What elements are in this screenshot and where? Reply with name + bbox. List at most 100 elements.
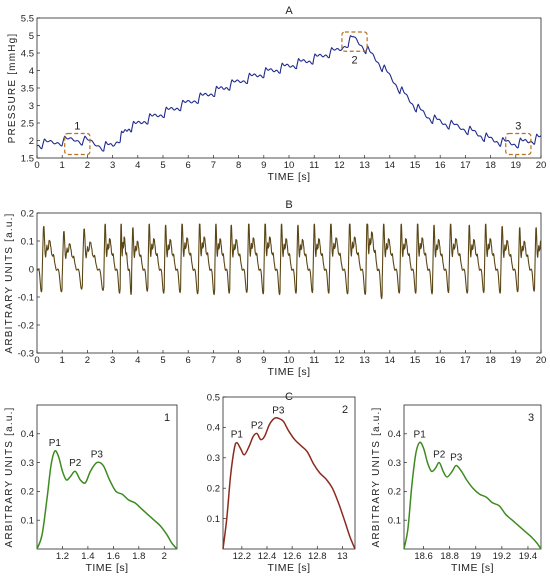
panel-b-x-tick-label: 17 xyxy=(460,355,471,366)
panel-c1-y-tick-label: 0.3 xyxy=(21,458,34,469)
panel-c1-x-tick-label: 1.4 xyxy=(81,551,94,562)
panel-c3-y-axis-label: ARBITRARY UNITS [a.u.] xyxy=(371,406,382,547)
panel-c2-plot: 12.2 12.4 12.6 12.8 13 0.1 0.2 0.3 0.4 0.5 TIME [s… xyxy=(207,392,356,574)
region-box-3 xyxy=(505,132,532,156)
panel-c3-x-tick-label: 19.2 xyxy=(493,551,512,562)
panel-a-x-axis-label: TIME [s] xyxy=(267,171,310,183)
panel-b-x-tick-label: 20 xyxy=(536,355,547,366)
panel-c3-plot: 18.6 18.8 19 19.2 19.4 0.1 0.2 0.3 0.4 TIME [s] AR… xyxy=(371,404,542,574)
panel-a-x-tick-label: 11 xyxy=(309,160,319,171)
panel-b-x-tick-label: 18 xyxy=(485,355,496,366)
panel-b: B 0 1 2 3 4 5 6 7 8 9 10 11 12 13 14 15 16 17 18 19 20-0.3-0… xyxy=(4,199,546,378)
panel-c1-peak-label-p3: P3 xyxy=(91,450,104,461)
panel-c1-y-tick-label: 0.4 xyxy=(21,429,34,440)
panel-a-y-tick-label: 5.5 xyxy=(21,13,34,24)
panel-b-x-tick-label: 6 xyxy=(186,355,191,366)
panel-c3-y-tick-label: 0.3 xyxy=(388,458,401,469)
panel-b-x-tick-label: 12 xyxy=(334,355,345,366)
panel-c2-y-tick-label: 0.4 xyxy=(207,423,220,434)
panel-b-y-axis-label: ARBITRARY UNITS [a.u.] xyxy=(4,212,15,353)
panel-c1-x-tick-label: 2 xyxy=(162,551,167,562)
panel-b-x-tick-label: 11 xyxy=(309,355,319,366)
panel-a-x-tick-label: 2 xyxy=(85,160,90,171)
panel-c2-x-tick-label: 13 xyxy=(337,551,348,562)
panel-b-title: B xyxy=(285,199,292,211)
panel-c2-peak-label-p1: P1 xyxy=(231,430,244,441)
panel-a-y-tick-label: 3.5 xyxy=(21,83,34,94)
panel-a-x-tick-label: 9 xyxy=(261,160,266,171)
panel-a-x-tick-label: 8 xyxy=(236,160,241,171)
panel-c1-x-tick-label: 1.2 xyxy=(56,551,69,562)
panel-b-x-tick-label: 9 xyxy=(261,355,266,366)
panel-b-x-tick-label: 19 xyxy=(511,355,522,366)
panel-b-y-tick-label: -0.3 xyxy=(18,348,34,359)
panel-c2-x-axis-label: TIME [s] xyxy=(267,562,310,574)
panel-b-plot: 0 1 2 3 4 5 6 7 8 9 10 11 12 13 14 15 16 17 18 19 20-0.3-0.2… xyxy=(4,208,546,378)
panel-a-x-tick-label: 5 xyxy=(160,160,165,171)
panel-c2-region-label: 2 xyxy=(342,404,348,416)
panel-a-x-tick-label: 14 xyxy=(385,160,396,171)
panel-a-axes-frame xyxy=(36,17,542,159)
panel-a-y-tick-label: 1.5 xyxy=(21,153,34,164)
panel-a-x-tick-label: 19 xyxy=(511,160,522,171)
panel-b-x-tick-label: 10 xyxy=(284,355,295,366)
region-label-1: 1 xyxy=(74,121,80,133)
panel-a-y-tick-label: 2.5 xyxy=(21,118,34,129)
panel-c2-peak-label-p3: P3 xyxy=(272,405,285,416)
panel-b-x-tick-label: 5 xyxy=(160,355,165,366)
panel-c3-peak-label-p1: P1 xyxy=(414,429,427,440)
panel-b-x-tick-label: 1 xyxy=(60,355,65,366)
panel-c2-waveform-line xyxy=(222,416,356,550)
panel-c3-x-tick-label: 18.6 xyxy=(414,551,433,562)
region-label-2: 2 xyxy=(351,54,357,66)
panel-a-y-tick-label: 5 xyxy=(29,31,34,42)
region-label-3: 3 xyxy=(515,121,521,133)
panel-b-x-tick-label: 16 xyxy=(435,355,446,366)
panel-b-y-tick-label: -0.1 xyxy=(18,292,34,303)
panel-c3-x-tick-label: 19 xyxy=(470,551,481,562)
panel-a-y-axis-label: PRESSURE [mmHg] xyxy=(7,33,18,144)
panel-a-y-tick-label: 2 xyxy=(29,136,34,147)
panel-c1-peak-label-p1: P1 xyxy=(49,438,62,449)
panel-b-x-tick-label: 4 xyxy=(135,355,140,366)
panel-a-y-tick-label: 4.5 xyxy=(21,48,34,59)
panel-b-y-tick-label: 0 xyxy=(29,264,34,275)
panel-c2-x-tick-label: 12.8 xyxy=(308,551,327,562)
panel-b-x-tick-label: 0 xyxy=(34,355,39,366)
panel-a-x-tick-label: 18 xyxy=(485,160,496,171)
panel-c3-x-tick-label: 18.8 xyxy=(440,551,459,562)
panel-c2-peak-label-p2: P2 xyxy=(251,420,264,431)
panel-b-y-tick-label: 0.1 xyxy=(21,236,34,247)
panel-c2-y-tick-label: 0.3 xyxy=(207,453,220,464)
panel-b-x-tick-label: 3 xyxy=(110,355,115,366)
panel-c1-x-axis-label: TIME [s] xyxy=(85,562,128,574)
panel-a-x-tick-label: 4 xyxy=(135,160,140,171)
panel-a-x-tick-label: 10 xyxy=(284,160,295,171)
panel-c1-y-axis-label: ARBITRARY UNITS [a.u.] xyxy=(4,406,15,547)
panel-c1-axes-frame xyxy=(36,404,178,550)
panel-c1-plot: 1.2 1.4 1.6 1.8 2 0.1 0.2 0.3 0.4 TIME [s] ARBITRA… xyxy=(4,404,178,574)
panel-c3-peak-label-p3: P3 xyxy=(450,452,463,463)
panel-a: A 0 1 2 3 4 5 6 7 8 9 10 11 12 13 14 15 16 17 18 19 201.522.… xyxy=(7,5,546,183)
panel-c1-y-tick-label: 0.2 xyxy=(21,487,34,498)
panel-c1-waveform-line xyxy=(36,450,178,550)
panel-a-x-tick-label: 13 xyxy=(359,160,370,171)
panel-b-x-tick-label: 8 xyxy=(236,355,241,366)
panel-b-x-tick-label: 13 xyxy=(359,355,370,366)
panel-c3-waveform-line xyxy=(403,441,542,550)
panel-c3-peak-label-p2: P2 xyxy=(433,450,446,461)
panel-c2-x-tick-label: 12.6 xyxy=(283,551,302,562)
panel-a-y-tick-label: 4 xyxy=(29,66,34,77)
region-box-1 xyxy=(64,132,91,156)
panel-b-y-tick-label: -0.2 xyxy=(18,320,34,331)
panel-b-x-tick-label: 7 xyxy=(211,355,216,366)
panel-c2-x-tick-label: 12.2 xyxy=(233,551,252,562)
panel-a-title: A xyxy=(285,5,293,17)
panel-c2-y-tick-label: 0.5 xyxy=(207,392,220,403)
panel-a-y-tick-label: 3 xyxy=(29,101,34,112)
panel-c1-x-tick-label: 1.6 xyxy=(107,551,120,562)
panel-c3-x-tick-label: 19.4 xyxy=(519,551,538,562)
au-series-line xyxy=(36,223,542,300)
